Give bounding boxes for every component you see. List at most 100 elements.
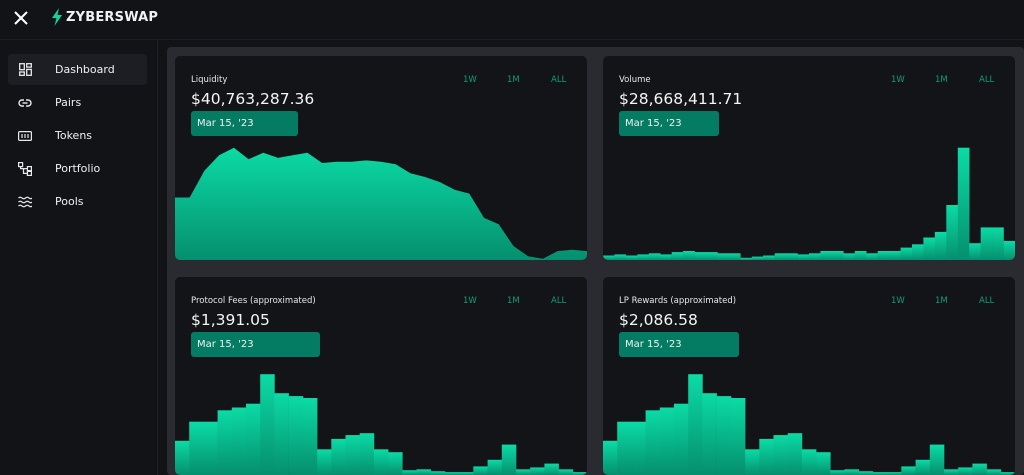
range-1w-button[interactable]: 1W: [463, 75, 477, 85]
chart-bar: [702, 393, 717, 475]
chart-bar: [683, 251, 695, 260]
range-all-button[interactable]: ALL: [979, 296, 995, 306]
chart-bar: [487, 459, 503, 475]
app-logo[interactable]: ZYBERSWAP: [51, 8, 158, 26]
chart-bar: [345, 435, 360, 475]
chart-bar: [706, 252, 718, 260]
chart-bar: [843, 253, 855, 260]
range-1w-button[interactable]: 1W: [891, 75, 905, 85]
chart-bar: [957, 147, 970, 260]
sidebar-item-tokens[interactable]: Tokens: [8, 120, 147, 151]
sidebar: Dashboard Pairs Tokens Portfolio: [0, 40, 158, 475]
chart-bar: [831, 251, 844, 260]
range-selector: 1W 1M ALL: [891, 296, 1015, 306]
waves-icon: [18, 195, 32, 209]
close-icon[interactable]: [12, 9, 30, 27]
chart-bar: [558, 469, 574, 475]
sidebar-item-portfolio[interactable]: Portfolio: [8, 153, 147, 184]
range-selector: 1W 1M ALL: [463, 75, 587, 85]
protocol-fees-card: Protocol Fees (approximated) $1,391.05 M…: [175, 277, 587, 475]
date-badge: Mar 15, '23: [191, 332, 320, 357]
sidebar-item-pairs[interactable]: Pairs: [8, 87, 147, 118]
range-1w-button[interactable]: 1W: [463, 296, 477, 306]
chart-bar: [972, 463, 987, 475]
card-title: Liquidity: [191, 75, 228, 85]
range-1m-button[interactable]: 1M: [935, 75, 948, 85]
chart-bar: [787, 433, 803, 475]
liquidity-card: Liquidity $40,763,287.36 Mar 15, '23 1W …: [175, 56, 587, 260]
chart-bar: [830, 470, 845, 475]
sidebar-item-pools[interactable]: Pools: [8, 186, 147, 217]
chart-bar: [912, 244, 924, 260]
range-all-button[interactable]: ALL: [551, 296, 567, 306]
sidebar-item-label: Tokens: [55, 129, 93, 142]
chart-bar: [1003, 240, 1015, 260]
chart-bar: [923, 237, 936, 260]
chart-bar: [373, 449, 389, 475]
chart-bar: [603, 440, 618, 475]
link-icon: [18, 96, 32, 110]
card-value: $1,391.05: [191, 311, 270, 329]
chart-bar: [934, 231, 947, 260]
chart-bar: [797, 254, 810, 260]
chart-bar: [516, 469, 531, 475]
range-1m-button[interactable]: 1M: [507, 75, 520, 85]
chart-bar: [288, 396, 304, 475]
chart-bar: [246, 403, 261, 475]
chart-bar: [773, 435, 788, 475]
card-title: Volume: [619, 75, 651, 85]
sidebar-item-label: Portfolio: [55, 162, 101, 175]
chart-bar: [688, 374, 703, 475]
chart-bar: [717, 253, 730, 260]
chart-bar: [1000, 472, 1015, 475]
range-selector: 1W 1M ALL: [891, 75, 1015, 85]
chart-bar: [359, 433, 375, 475]
chart-bar: [459, 472, 474, 475]
area-series: [175, 147, 587, 260]
chart-bar: [274, 393, 289, 475]
date-badge: Mar 15, '23: [619, 111, 719, 136]
chart-bar: [751, 256, 764, 260]
sidebar-item-dashboard[interactable]: Dashboard: [8, 54, 147, 85]
chart-bar: [763, 255, 775, 260]
chart-bar: [648, 253, 661, 260]
chart-bar: [572, 472, 587, 475]
chart-bar: [887, 472, 902, 475]
range-selector: 1W 1M ALL: [463, 296, 587, 306]
chart-bar: [969, 243, 981, 260]
volume-chart: [603, 147, 1015, 260]
chart-bar: [992, 227, 1004, 260]
chart-bar: [317, 449, 332, 475]
chart-bar: [231, 407, 247, 475]
chart-bar: [203, 421, 218, 475]
range-1w-button[interactable]: 1W: [891, 296, 905, 306]
range-1m-button[interactable]: 1M: [935, 296, 948, 306]
chart-bar: [872, 472, 888, 475]
protocol-fees-chart: [175, 374, 587, 475]
tokens-icon: [18, 129, 32, 143]
range-all-button[interactable]: ALL: [979, 75, 995, 85]
chart-bar: [444, 472, 460, 475]
chart-bar: [820, 251, 833, 260]
card-value: $28,668,411.71: [619, 90, 743, 108]
card-value: $2,086.58: [619, 311, 698, 329]
range-1m-button[interactable]: 1M: [507, 296, 520, 306]
volume-card: Volume $28,668,411.71 Mar 15, '23 1W 1M …: [603, 56, 1015, 260]
top-bar: ZYBERSWAP: [0, 0, 1024, 40]
chart-bar: [944, 469, 959, 475]
chart-bar: [430, 471, 446, 475]
chart-bar: [614, 254, 627, 260]
liquidity-chart: [175, 147, 587, 260]
chart-bar: [900, 247, 913, 260]
chart-bar: [728, 253, 741, 260]
chart-bar: [674, 403, 689, 475]
chart-bar: [958, 467, 973, 475]
date-badge: Mar 15, '23: [191, 111, 298, 136]
chart-bar: [694, 252, 707, 260]
range-all-button[interactable]: ALL: [551, 75, 567, 85]
chart-bar: [986, 469, 1002, 475]
chart-bar: [260, 374, 275, 475]
chart-bar: [730, 398, 746, 475]
chart-bar: [980, 227, 993, 260]
lp-rewards-chart: [603, 374, 1015, 475]
